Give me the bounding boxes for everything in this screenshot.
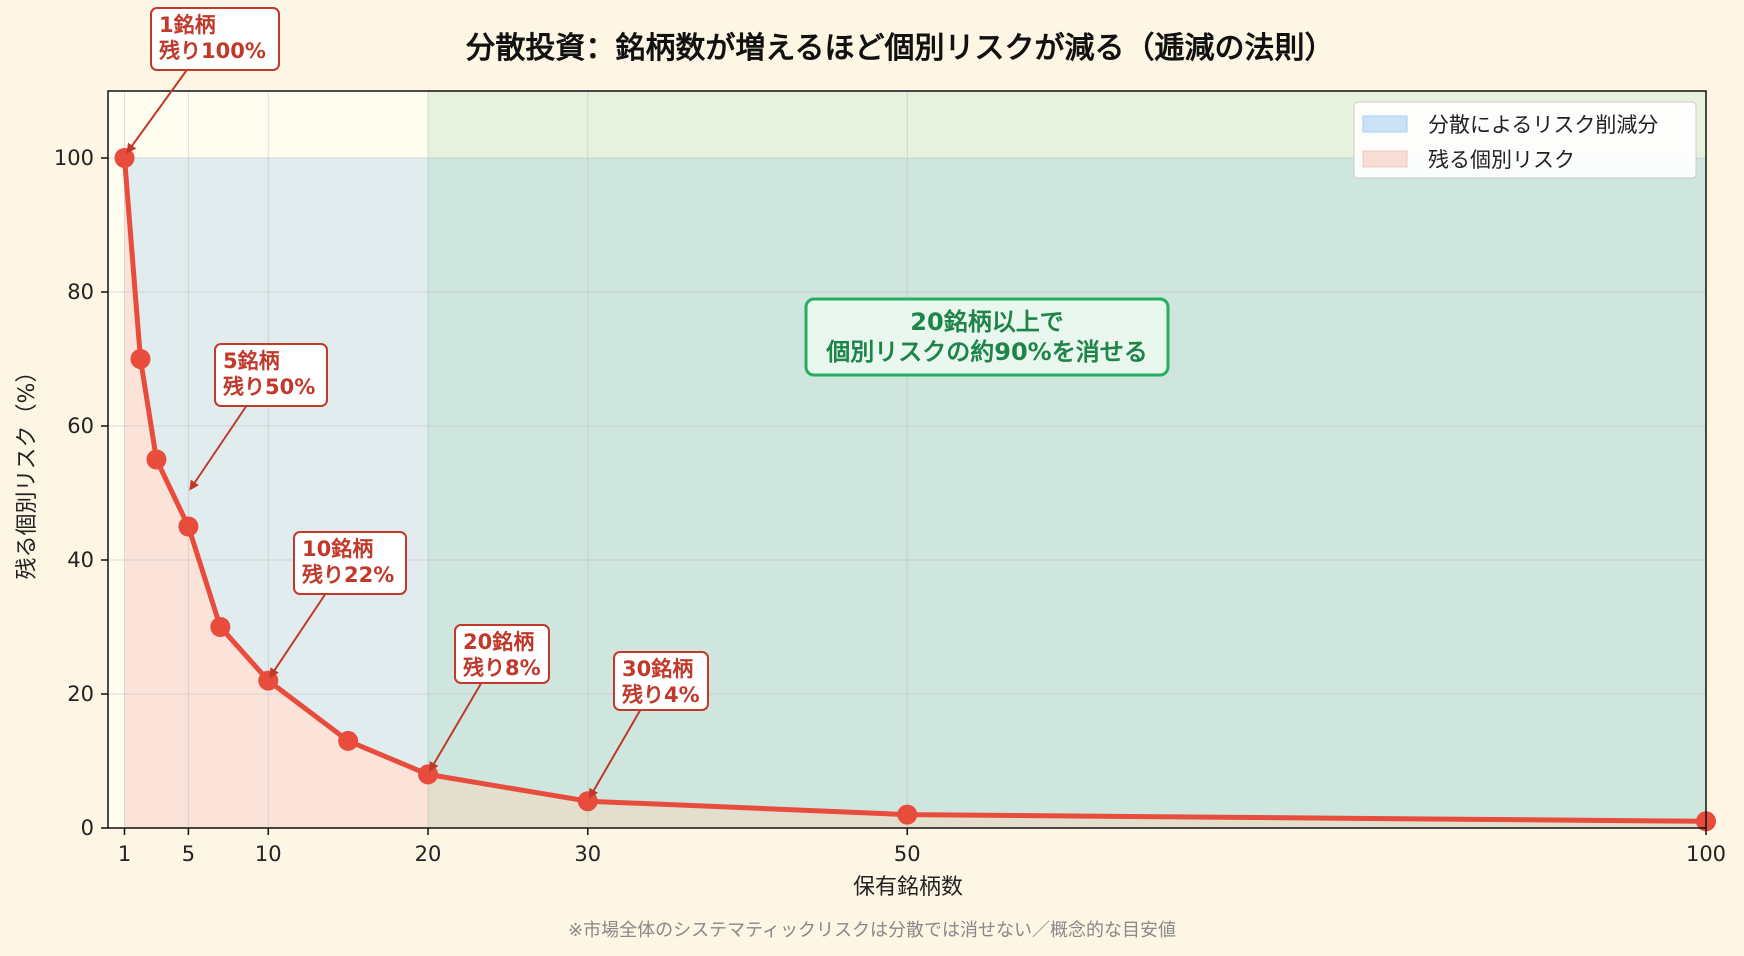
data-point: [418, 764, 439, 785]
annotation-text: 20銘柄: [463, 630, 534, 654]
x-tick-label: 5: [182, 842, 195, 866]
annotation-arrow: [429, 682, 483, 773]
highlight-region-20-plus: [428, 91, 1706, 828]
annotation-text: 残り50%: [223, 375, 315, 399]
annotation-text: 残り100%: [159, 39, 266, 63]
y-tick-label: 60: [67, 414, 94, 438]
data-point: [897, 804, 918, 825]
y-tick-label: 80: [67, 280, 94, 304]
data-point: [577, 791, 598, 812]
y-tick-label: 0: [81, 816, 94, 840]
data-point: [210, 617, 231, 637]
annotation-text: 残り4%: [622, 683, 700, 707]
footnote: ※市場全体のシステマティックリスクは分散では消せない／概念的な目安値: [568, 919, 1176, 941]
annotation-box: [214, 343, 328, 407]
annotation-text: 残り22%: [302, 563, 394, 587]
legend-swatch: [1362, 150, 1408, 168]
annotation-arrow: [588, 709, 642, 799]
data-point: [338, 730, 359, 751]
x-tick-label: 100: [1686, 842, 1726, 866]
data-point: [258, 670, 279, 691]
legend-label: 残る個別リスク: [1428, 148, 1575, 172]
annotation-text: 残り8%: [463, 656, 541, 680]
annotation-text: 5銘柄: [223, 349, 280, 373]
annotation-text: 30銘柄: [622, 657, 693, 681]
x-tick-label: 30: [574, 842, 601, 866]
legend-frame: [1353, 101, 1697, 179]
remaining-risk-area: [124, 158, 1706, 828]
legend-swatch: [1362, 115, 1408, 133]
data-point: [114, 148, 135, 168]
y-tick-label: 20: [67, 682, 94, 706]
legend-label: 分散によるリスク削減分: [1428, 113, 1658, 137]
annotation-box: [150, 7, 280, 71]
annotation-box: [454, 624, 550, 684]
annotation-text: 10銘柄: [302, 537, 373, 561]
annotation-arrow: [189, 405, 248, 491]
y-axis-label: 残る個別リスク（%）: [15, 361, 40, 580]
y-tick-label: 40: [67, 548, 94, 572]
annotation-text: 1銘柄: [159, 13, 216, 37]
annotation-arrow: [126, 69, 188, 154]
region-label-box: [804, 297, 1170, 377]
region-label-text: 20銘柄以上で: [910, 308, 1063, 336]
data-point: [146, 449, 167, 470]
x-tick-label: 50: [894, 842, 921, 866]
y-tick-label: 100: [54, 146, 94, 170]
axes-group: 1 5 10 20 30 50 100 0 20 40 60 80 100: [54, 90, 1726, 866]
data-point: [178, 516, 199, 537]
x-tick-label: 10: [255, 842, 282, 866]
plot-area: [108, 91, 1706, 828]
x-axis-label: 保有銘柄数: [853, 875, 963, 900]
annotation-box: [293, 531, 407, 595]
x-tick-label: 20: [415, 842, 442, 866]
x-tick-label: 1: [118, 842, 131, 866]
chart-title: 分散投資：銘柄数が増えるほど個別リスクが減る（逓減の法則）: [465, 31, 1334, 66]
region-label-text: 個別リスクの約90%を消せる: [825, 338, 1147, 366]
data-point: [130, 349, 151, 369]
annotation-arrow: [269, 593, 327, 679]
grid-lines: [108, 91, 1707, 829]
annotation-box: [613, 651, 709, 711]
